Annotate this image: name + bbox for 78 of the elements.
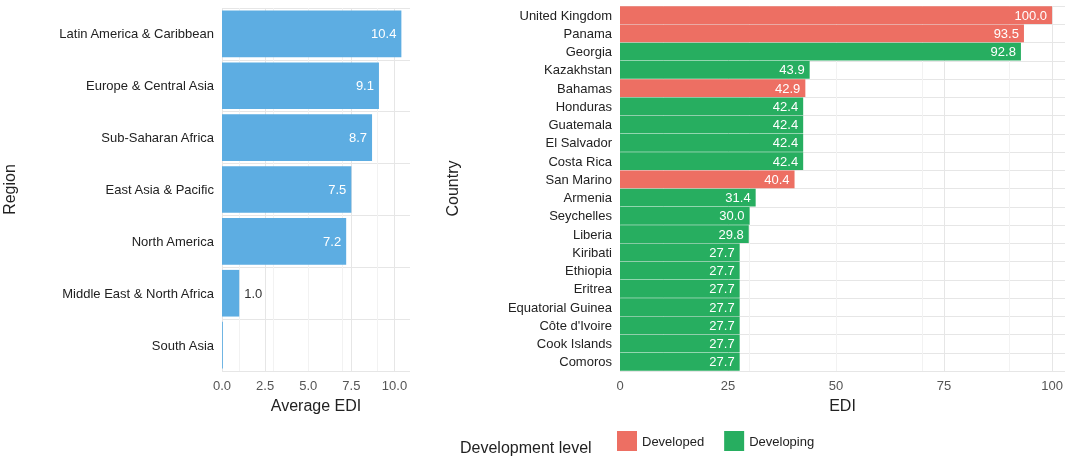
y-tick-label: Panama	[563, 25, 613, 41]
data-label: 29.8	[718, 226, 744, 242]
y-tick-label: Honduras	[555, 98, 613, 114]
data-label: 27.7	[709, 281, 735, 297]
data-label: 100.0	[1014, 7, 1048, 23]
x-tick-label: 0	[616, 378, 624, 393]
y-tick-label: El Salvador	[545, 135, 613, 151]
y-axis-title: Country	[443, 160, 461, 217]
y-tick-label: Kazakhstan	[544, 62, 612, 78]
x-tick-label: 25	[720, 378, 736, 393]
y-axis-title: Region	[0, 164, 18, 215]
y-tick-label: United Kingdom	[519, 7, 612, 23]
data-label: 27.7	[709, 299, 735, 315]
y-tick-label: Europe & Central Asia	[86, 78, 215, 94]
x-tick-label: 2.5	[256, 378, 275, 393]
y-tick-label: San Marino	[545, 171, 612, 187]
data-label: 9.1	[355, 78, 374, 94]
y-tick-label: Ethiopia	[565, 263, 613, 279]
x-tick-label: 7.5	[342, 378, 361, 393]
x-tick-label: 0.0	[212, 378, 232, 393]
data-label: 42.4	[772, 153, 799, 169]
y-tick-label: North America	[131, 233, 215, 249]
data-label: 1.0	[244, 285, 263, 301]
legend-label: Developed	[642, 433, 705, 449]
y-tick-label: Sub-Saharan Africa	[101, 130, 215, 146]
data-label: 27.7	[709, 336, 735, 352]
y-tick-label: East Asia & Pacific	[105, 182, 215, 197]
data-label: 8.7	[348, 130, 368, 146]
y-tick-label: Bahamas	[557, 80, 613, 96]
y-tick-label: Liberia	[572, 226, 613, 242]
data-label: 42.9	[775, 80, 801, 96]
bar	[222, 10, 402, 58]
data-label: 30.0	[719, 208, 745, 224]
bar	[222, 62, 379, 110]
y-tick-label: Cook Islands	[536, 336, 613, 352]
y-tick-label: Georgia	[565, 44, 613, 60]
y-tick-label: South Asia	[151, 337, 215, 353]
x-tick-label: 75	[936, 378, 952, 393]
y-tick-label: Middle East & North Africa	[62, 285, 215, 301]
bar	[222, 114, 373, 161]
bar	[620, 79, 806, 97]
y-tick-label: Seychelles	[549, 208, 613, 224]
x-axis-title: EDI	[829, 396, 856, 414]
x-tick-label: 5.0	[299, 378, 318, 393]
y-tick-label: Guatemala	[548, 117, 613, 133]
data-label: 27.7	[709, 354, 735, 370]
y-tick-label: Latin America & Caribbean	[59, 26, 214, 42]
y-tick-label: Comoros	[559, 354, 613, 370]
y-tick-label: Kiribati	[572, 244, 613, 260]
data-label: 10.4	[371, 26, 397, 42]
data-label: 7.2	[323, 233, 342, 249]
y-tick-label: Eritrea	[573, 281, 613, 297]
bar	[222, 218, 347, 265]
data-label: 40.4	[764, 171, 790, 187]
y-tick-label: Côte d'Ivoire	[539, 317, 612, 333]
data-label: 42.4	[772, 98, 799, 114]
x-axis-title: Average EDI	[270, 396, 362, 414]
data-label: 93.5	[993, 25, 1019, 41]
bar	[620, 170, 795, 189]
bar	[222, 166, 352, 213]
x-tick-label: 10.0	[381, 378, 408, 393]
y-tick-label: Armenia	[563, 190, 613, 206]
data-label: 92.8	[990, 44, 1016, 60]
data-label: 27.7	[709, 244, 735, 260]
legend-title: Development level	[460, 438, 592, 456]
data-label: 31.4	[725, 190, 751, 206]
legend-label: Developing	[749, 433, 815, 449]
y-tick-label: Costa Rica	[548, 153, 613, 169]
data-label: 42.4	[772, 135, 799, 151]
data-label: 7.5	[328, 182, 347, 197]
x-tick-label: 100	[1041, 378, 1063, 393]
data-label: 27.7	[709, 263, 735, 279]
data-label: 43.9	[779, 62, 805, 78]
data-label: 42.4	[772, 117, 799, 133]
bar	[222, 269, 240, 317]
y-tick-label: Equatorial Guinea	[507, 299, 613, 315]
data-label: 27.7	[709, 317, 735, 333]
x-tick-label: 50	[828, 378, 844, 393]
